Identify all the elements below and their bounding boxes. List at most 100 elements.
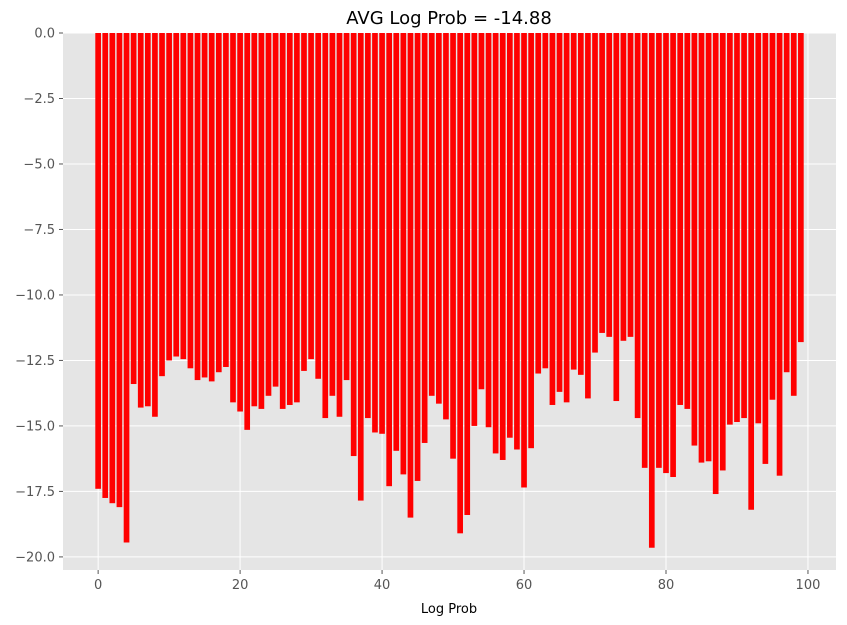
bar <box>265 33 272 396</box>
bar <box>443 33 449 420</box>
bar <box>208 33 215 382</box>
bar <box>159 33 165 377</box>
bar <box>677 33 684 405</box>
bar <box>166 33 172 361</box>
bar <box>372 33 378 433</box>
bar <box>230 33 236 403</box>
bar <box>769 33 776 400</box>
x-axis-label: Log Prob <box>421 602 477 617</box>
bar <box>315 33 322 379</box>
y-tick-label: −7.5 <box>23 223 55 238</box>
bar <box>251 33 258 407</box>
bar <box>471 33 478 426</box>
bar <box>741 33 747 419</box>
bar <box>144 33 151 407</box>
bar <box>606 33 613 337</box>
bar <box>506 33 513 438</box>
bar <box>613 33 620 402</box>
bar <box>670 33 676 478</box>
bar <box>450 33 456 459</box>
bar <box>563 33 570 403</box>
bar <box>734 33 740 422</box>
bar <box>201 33 208 378</box>
bar <box>421 33 428 443</box>
bar <box>712 33 719 495</box>
bar <box>286 33 293 405</box>
x-tick-label: 100 <box>796 578 821 593</box>
y-tick-label: −5.0 <box>23 157 55 172</box>
x-tick-label: 80 <box>658 578 675 593</box>
bar <box>698 33 705 463</box>
bar <box>301 33 307 371</box>
y-axis-ticks: 0.0 −2.5 −5.0 −7.5 −10.0 −12.5 −15.0 −17.5 −20.0 <box>15 27 63 565</box>
bar <box>514 33 520 450</box>
bar <box>223 33 229 367</box>
bar <box>272 33 279 387</box>
bar <box>464 33 471 515</box>
bar <box>592 33 598 353</box>
bar <box>123 33 130 543</box>
bar <box>776 33 783 476</box>
bar <box>492 33 499 454</box>
bar <box>783 33 790 373</box>
bar <box>407 33 414 518</box>
bar <box>308 33 314 360</box>
bar <box>95 33 101 489</box>
bar <box>478 33 485 390</box>
bar <box>790 33 797 396</box>
bar <box>187 33 194 369</box>
y-tick-label: −17.5 <box>15 485 55 500</box>
bar <box>102 33 109 498</box>
bar <box>556 33 563 392</box>
bar <box>137 33 144 408</box>
bar <box>258 33 265 409</box>
bar <box>428 33 435 396</box>
x-tick-label: 60 <box>516 578 533 593</box>
bar <box>173 33 180 357</box>
bar <box>357 33 364 501</box>
bar <box>499 33 506 460</box>
bar <box>130 33 137 385</box>
bar <box>116 33 123 508</box>
bar <box>755 33 762 424</box>
bar <box>528 33 534 449</box>
x-tick-label: 0 <box>94 578 102 593</box>
bar <box>343 33 350 381</box>
bar <box>748 33 755 510</box>
bar <box>762 33 769 464</box>
chart-title: AVG Log Prob = -14.88 <box>346 8 552 29</box>
bar <box>457 33 463 534</box>
y-tick-label: −15.0 <box>15 419 55 434</box>
bar <box>414 33 421 481</box>
bar <box>684 33 691 409</box>
bar <box>350 33 357 457</box>
x-tick-label: 20 <box>232 578 249 593</box>
bar <box>727 33 733 425</box>
bar <box>379 33 385 434</box>
x-tick-label: 40 <box>374 578 391 593</box>
bar <box>627 33 634 337</box>
y-tick-label: 0.0 <box>34 27 55 42</box>
bar <box>436 33 442 404</box>
bar <box>648 33 655 548</box>
bars <box>95 33 804 548</box>
bar <box>641 33 648 468</box>
bar <box>656 33 662 468</box>
bar <box>705 33 712 462</box>
bar <box>244 33 251 430</box>
bar <box>798 33 804 343</box>
bar <box>485 33 492 428</box>
bar <box>535 33 542 374</box>
bar <box>180 33 187 360</box>
bar <box>393 33 400 451</box>
bar <box>329 33 336 396</box>
bar <box>215 33 222 373</box>
x-axis-ticks: 0 20 40 60 80 100 <box>94 570 820 593</box>
bar <box>577 33 584 375</box>
bar <box>549 33 556 405</box>
bar <box>542 33 549 369</box>
bar <box>294 33 300 403</box>
bar <box>634 33 641 419</box>
bar <box>152 33 158 417</box>
